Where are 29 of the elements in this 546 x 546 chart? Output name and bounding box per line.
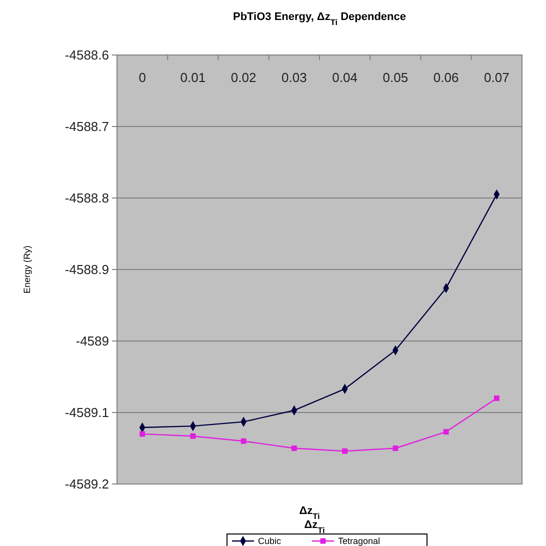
y-axis-title: Energy (Ry) [22, 245, 32, 294]
legend-label: Tetragonal [338, 536, 380, 546]
x-tick-label: 0.07 [484, 70, 510, 85]
y-tick-label: -4588.8 [64, 190, 109, 206]
point [190, 433, 196, 439]
chart-title: PbTiO3 Energy, Δz$_{Ti}$ Dependence [232, 11, 406, 26]
point [342, 448, 348, 454]
text: Δz$_{Ti}$ [304, 519, 325, 534]
y-tick-label: -4589 [76, 334, 109, 349]
legend-label: Cubic [258, 536, 282, 546]
point [392, 446, 398, 451]
x-axis-title: Δz$_{Ti}$ [299, 505, 320, 520]
x-tick-label: 0.06 [433, 70, 459, 85]
point [443, 429, 449, 435]
point [140, 431, 146, 437]
x-tick-label: 0.05 [382, 70, 408, 85]
y-tick-label: -4588.9 [64, 262, 109, 278]
y-tick-label: -4588.6 [64, 48, 109, 63]
x-tick-label: 0.03 [282, 70, 307, 85]
x-tick-label: 0.04 [332, 70, 358, 85]
point [291, 446, 297, 451]
y-tick-label: -4589.1 [64, 405, 109, 420]
point [240, 438, 246, 444]
x-tick-label: 0.01 [180, 70, 206, 85]
y-tick-label: -4589.2 [64, 476, 109, 492]
x-tick-label: 0.02 [230, 70, 256, 85]
y-tick-label: -4588.7 [64, 119, 109, 134]
point [494, 395, 500, 401]
x-tick-label: 0 [138, 70, 146, 85]
